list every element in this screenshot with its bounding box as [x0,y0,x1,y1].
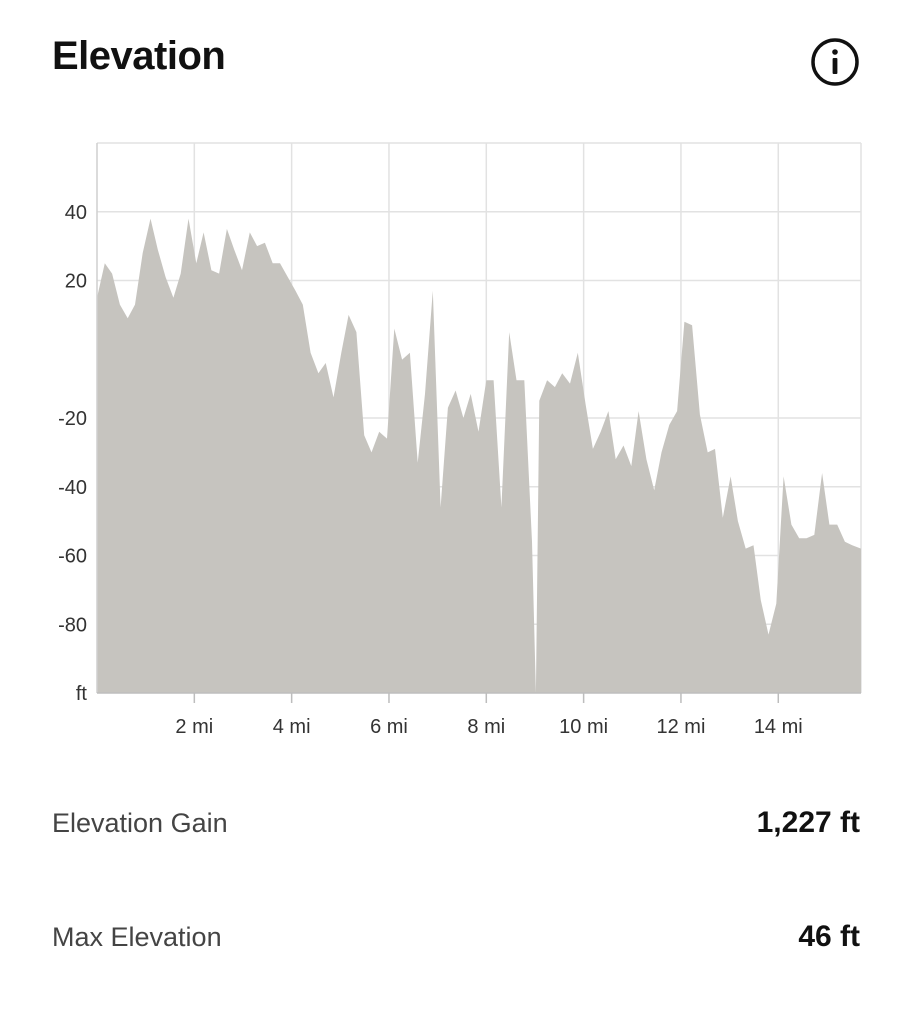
elevation-area [97,218,861,693]
x-tick-label: 4 mi [273,716,311,738]
info-circle-icon [811,38,859,86]
info-button[interactable] [810,37,860,87]
x-tick-label: 14 mi [754,716,803,738]
max-elevation-value: 46 ft [798,920,860,953]
y-tick-label: -40 [58,477,87,499]
y-tick-label: 20 [65,271,87,293]
y-tick-label: 40 [65,202,87,224]
y-axis-labels: 40 20 -20 -40 -60 -80 [58,202,87,637]
x-axis-labels: 2 mi 4 mi 6 mi 8 mi 10 mi 12 mi 14 mi [175,716,802,738]
x-tick-label: 10 mi [559,716,608,738]
page-title: Elevation [52,34,226,78]
elevation-chart: 40 20 -20 -40 -60 -80 2 mi 4 mi 6 mi 8 mi 10 mi 12… [58,142,862,738]
y-tick-label: -60 [58,546,87,568]
max-elevation-label: Max Elevation [52,922,222,952]
x-tick-label: 2 mi [175,716,213,738]
elevation-gain-value: 1,227 ft [756,806,860,839]
y-tick-label: -80 [58,614,87,636]
y-tick-label: -20 [58,408,87,430]
x-tick-label: 6 mi [370,716,408,738]
x-tick-label: 12 mi [656,716,705,738]
elevation-gain-label: Elevation Gain [52,808,228,838]
chart-axes [96,143,861,703]
y-unit-label: ft [76,683,88,705]
x-tick-label: 8 mi [467,716,505,738]
